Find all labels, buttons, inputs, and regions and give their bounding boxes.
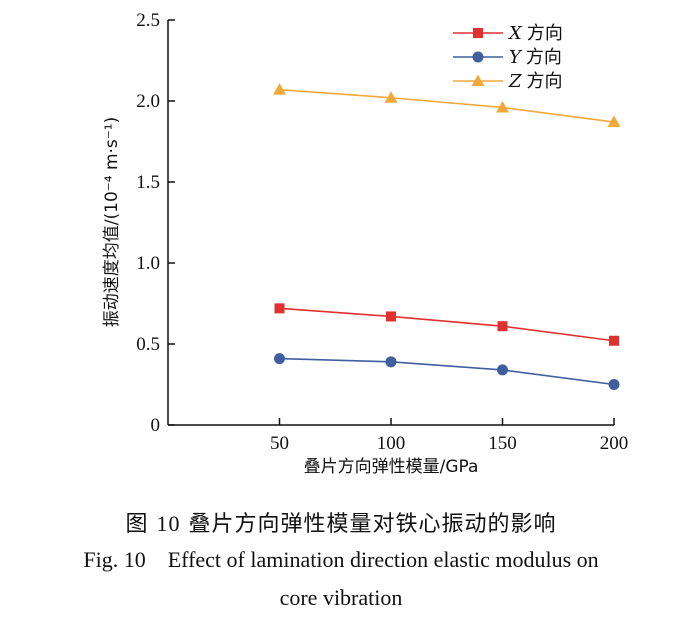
x-tick-label: 150	[488, 433, 517, 454]
x-tick-label: 50	[270, 433, 289, 454]
legend-var: X	[507, 23, 523, 44]
data-point-y	[608, 379, 620, 390]
series-line-y	[279, 357, 615, 386]
legend-var: Y	[509, 47, 523, 68]
y-ticks: 0 0.5 1.0 1.5 2.0 2.5	[136, 10, 175, 436]
y-tick-label: 1.5	[136, 172, 160, 193]
legend-label-x: X 方向	[507, 23, 563, 44]
series-line-x	[279, 307, 615, 342]
legend-marker-z	[471, 74, 485, 86]
y-tick-label: 0.5	[136, 334, 160, 355]
data-point-z	[273, 83, 286, 95]
caption-cn-prefix: 图	[125, 512, 149, 537]
y-tick-label: 2.5	[136, 10, 160, 31]
legend-marker-y	[472, 51, 484, 63]
series-line-z	[279, 88, 615, 123]
data-point-x	[609, 335, 619, 346]
y-tick-label: 0	[151, 415, 161, 436]
x-ticks: 50 100 150 200	[270, 418, 628, 454]
y-axis-title: 振动速度均值/(10⁻⁴ m·s⁻¹)	[102, 117, 122, 327]
caption-cn-title: 叠片方向弹性模量对铁心振动的影响	[188, 512, 557, 537]
data-point-y	[385, 356, 397, 368]
chart: 0 0.5 1.0 1.5 2.0 2.5 50 100 150 200 叠片方向弹性模量/GP…	[102, 10, 628, 477]
data-point-z	[384, 91, 398, 103]
caption-cn: 图 10 叠片方向弹性模量对铁心振动的影响	[0, 506, 682, 538]
caption-en-line1: Fig. 10 Effect of lamination direction e…	[83, 547, 599, 572]
data-point-x	[386, 311, 396, 322]
y-tick-label: 1.0	[136, 253, 160, 274]
legend-dir: 方向	[527, 71, 563, 92]
series-layer	[273, 83, 621, 390]
x-tick-label: 100	[377, 433, 406, 454]
x-axis-title: 叠片方向弹性模量/GPa	[304, 457, 479, 477]
legend: X 方向Y 方向Z 方向	[453, 23, 563, 92]
legend-label-y: Y 方向	[509, 47, 562, 68]
data-point-y	[274, 353, 285, 365]
data-point-z	[496, 100, 509, 113]
x-tick-label: 200	[600, 433, 629, 454]
data-point-x	[274, 303, 285, 314]
data-point-y	[497, 364, 508, 376]
legend-label-z: Z 方向	[508, 71, 563, 92]
legend-dir: 方向	[527, 23, 563, 44]
caption-en-line2: core vibration	[279, 585, 403, 610]
legend-var: Z	[508, 71, 522, 92]
data-point-z	[607, 115, 621, 128]
legend-dir: 方向	[526, 47, 562, 68]
y-tick-label: 2.0	[136, 91, 160, 112]
caption-cn-number: 10	[156, 511, 181, 536]
legend-marker-x	[473, 28, 483, 38]
data-point-x	[497, 321, 508, 332]
